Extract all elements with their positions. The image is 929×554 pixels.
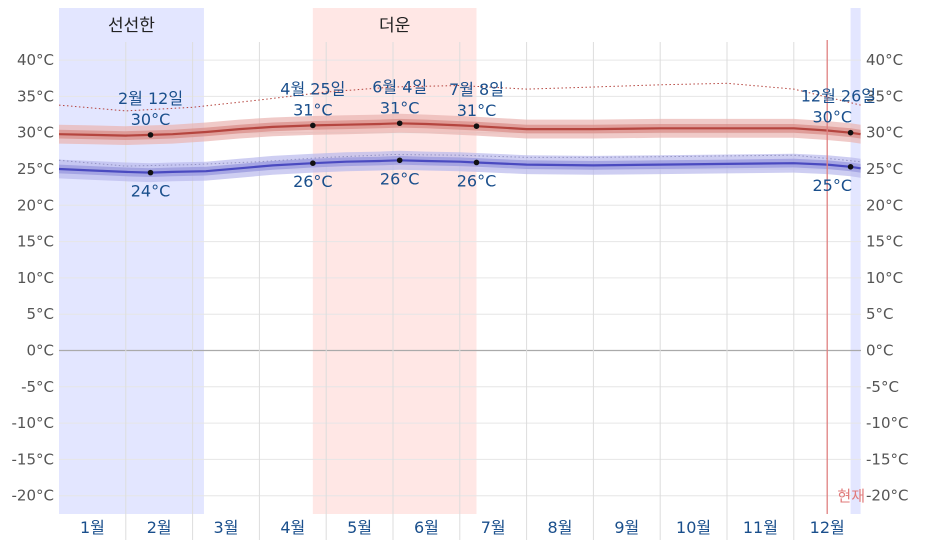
y-tick-label-left: 30°C [17, 124, 54, 142]
y-tick-label-left: 5°C [26, 305, 54, 323]
annotation-point [473, 123, 480, 129]
y-tick-label-left: 35°C [17, 87, 54, 105]
annotation-point [147, 169, 154, 176]
season-label: 선선한 [108, 16, 155, 36]
annotation-temp: 24°C [131, 182, 171, 201]
y-tick-label-left: -15°C [12, 450, 54, 468]
annotation-temp: 31°C [293, 100, 333, 119]
month-label: 7월 [481, 518, 506, 537]
y-tick-label-right: 20°C [866, 196, 903, 214]
annotation-date: 12월 26일 [801, 87, 876, 106]
annotation-temp: 26°C [457, 171, 497, 190]
annotation-temp: 31°C [457, 101, 497, 120]
y-tick-label-left: -5°C [21, 378, 54, 396]
season-label: 더운 [379, 16, 410, 36]
low-inner-band [59, 155, 861, 177]
month-label: 2월 [147, 518, 172, 537]
month-label: 10월 [676, 518, 711, 537]
y-tick-label-right: 15°C [866, 233, 903, 251]
y-tick-label-right: 10°C [866, 269, 903, 287]
y-tick-label-right: -10°C [866, 414, 908, 432]
low-outer-band [59, 150, 861, 183]
month-label: 5월 [347, 518, 372, 537]
y-tick-label-left: 40°C [17, 51, 54, 69]
annotation-temp: 30°C [812, 108, 852, 127]
y-tick-label-right: -20°C [866, 487, 908, 505]
y-tick-label-left: 15°C [17, 233, 54, 251]
month-label: 3월 [214, 518, 239, 537]
annotation-temp: 26°C [293, 172, 333, 191]
month-label: 8월 [548, 518, 573, 537]
annotation-point [473, 159, 480, 166]
high-inner-band [59, 118, 861, 140]
y-tick-label-left: -10°C [12, 414, 54, 432]
now-marker-label: 현재 [837, 487, 865, 505]
annotation-date: 6월 4일 [372, 77, 427, 96]
y-tick-label-right: 25°C [866, 160, 903, 178]
y-tick-label-right: 40°C [866, 51, 903, 69]
y-tick-label-left: 20°C [17, 196, 54, 214]
annotation-point [847, 164, 854, 170]
month-label: 1월 [80, 518, 105, 537]
annotation-temp: 30°C [131, 110, 171, 129]
month-label: 6월 [414, 518, 439, 537]
season-band [59, 8, 204, 514]
annotation-point [310, 160, 316, 166]
annotation-temp: 25°C [812, 176, 852, 195]
annotation-temp: 31°C [380, 98, 420, 117]
y-tick-label-left: 10°C [17, 269, 54, 287]
y-tick-label-right: 30°C [866, 124, 903, 142]
month-label: 4월 [280, 518, 305, 537]
annotation-point [396, 157, 403, 164]
annotation-point [147, 132, 154, 138]
annotation-point [310, 122, 316, 129]
annotation-point [396, 120, 403, 127]
annotation-point [847, 129, 854, 136]
y-tick-label-right: -5°C [866, 378, 899, 396]
y-tick-label-right: -15°C [866, 450, 908, 468]
annotation-date: 2월 12일 [118, 89, 183, 108]
season-band [312, 8, 477, 514]
y-tick-label-left: 25°C [17, 160, 54, 178]
y-tick-label-right: 5°C [866, 305, 894, 323]
season-band [850, 8, 861, 514]
month-label: 11월 [743, 518, 778, 537]
y-tick-label-right: 35°C [866, 87, 903, 105]
month-label: 12월 [810, 518, 845, 537]
annotation-date: 4월 25일 [280, 79, 345, 98]
y-tick-label-right: 0°C [866, 342, 894, 360]
annotation-date: 7월 8일 [449, 80, 504, 99]
y-tick-label-left: 0°C [26, 342, 54, 360]
annotation-temp: 26°C [380, 169, 420, 188]
y-tick-label-left: -20°C [12, 487, 54, 505]
month-label: 9월 [614, 518, 639, 537]
